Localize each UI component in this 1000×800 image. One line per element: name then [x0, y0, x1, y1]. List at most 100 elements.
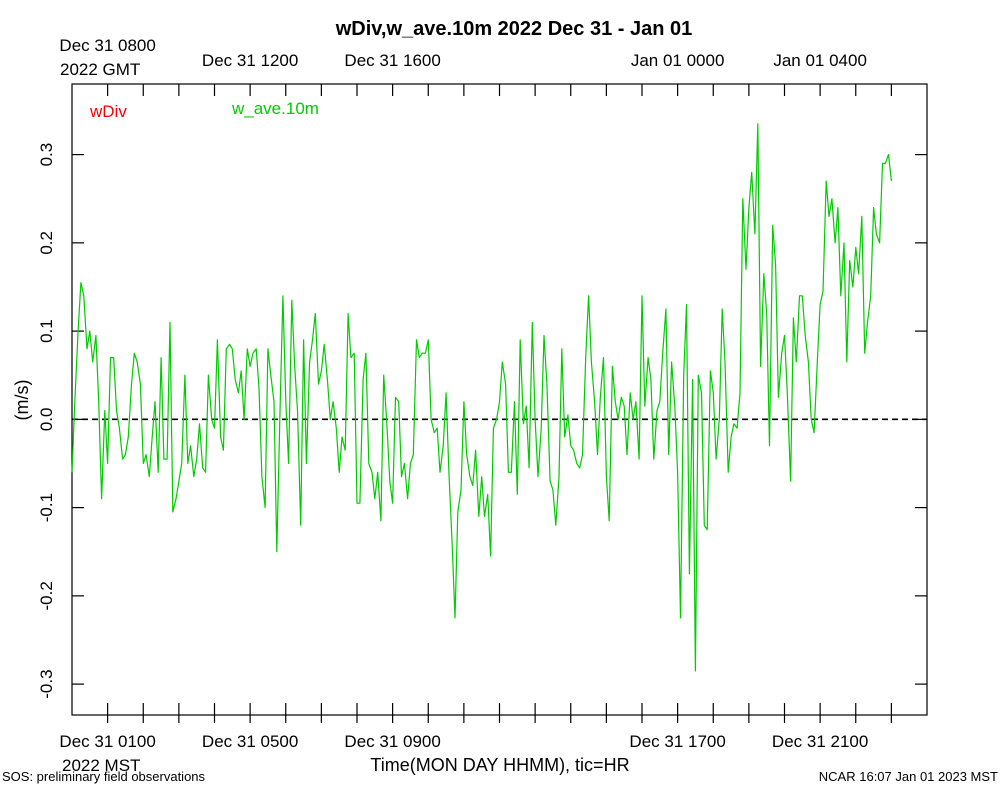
data-point — [846, 361, 847, 362]
data-point — [588, 295, 589, 296]
data-point — [502, 361, 503, 362]
data-point — [140, 384, 141, 385]
x-tick-label-top: Dec 31 1200 — [202, 51, 298, 70]
data-point — [733, 423, 734, 424]
data-point — [650, 379, 651, 380]
data-point — [202, 467, 203, 468]
data-point — [751, 172, 752, 173]
data-point — [345, 450, 346, 451]
data-point — [152, 436, 153, 437]
data-point — [493, 428, 494, 429]
data-point — [211, 419, 212, 420]
data-point — [113, 357, 114, 358]
data-point — [229, 344, 230, 345]
data-point — [537, 476, 538, 477]
data-point — [731, 436, 732, 437]
data-point — [828, 216, 829, 217]
axis-ticks — [72, 84, 927, 723]
data-point — [425, 353, 426, 354]
data-point — [460, 489, 461, 490]
data-point — [214, 428, 215, 429]
data-point — [630, 392, 631, 393]
data-point — [808, 361, 809, 362]
data-point — [163, 459, 164, 460]
data-point — [158, 472, 159, 473]
data-point — [217, 339, 218, 340]
x-tick-label-bottom: Dec 31 0900 — [344, 732, 440, 751]
data-point — [576, 463, 577, 464]
data-point — [356, 503, 357, 504]
data-point — [612, 366, 613, 367]
data-point — [472, 485, 473, 486]
data-point — [419, 357, 420, 358]
data-point — [339, 472, 340, 473]
data-point — [484, 516, 485, 517]
data-point — [514, 401, 515, 402]
data-point — [784, 335, 785, 336]
data-point — [710, 370, 711, 371]
footer-left: SOS: preliminary field observations — [2, 769, 206, 784]
data-point — [781, 353, 782, 354]
data-point — [579, 467, 580, 468]
data-point — [315, 313, 316, 314]
data-point — [573, 450, 574, 451]
data-point — [748, 207, 749, 208]
data-point — [790, 481, 791, 482]
data-point — [348, 313, 349, 314]
data-point — [386, 419, 387, 420]
data-point — [258, 388, 259, 389]
series-line-w-ave-10m — [71, 123, 892, 672]
data-point — [662, 353, 663, 354]
data-point — [107, 463, 108, 464]
data-point — [831, 198, 832, 199]
data-point — [879, 242, 880, 243]
data-point — [80, 282, 81, 283]
data-point — [728, 472, 729, 473]
data-point — [891, 181, 892, 182]
footer-right: NCAR 16:07 Jan 01 2023 MST — [818, 769, 998, 784]
data-point — [835, 242, 836, 243]
data-point — [71, 472, 72, 473]
data-point — [226, 348, 227, 349]
data-point — [172, 511, 173, 512]
y-tick-label: 0.0 — [37, 408, 56, 432]
data-point — [570, 445, 571, 446]
data-point — [363, 379, 364, 380]
data-point — [778, 397, 779, 398]
data-point — [395, 397, 396, 398]
data-point — [383, 375, 384, 376]
data-point — [852, 286, 853, 287]
data-point — [487, 494, 488, 495]
data-point — [300, 525, 301, 526]
data-point — [161, 357, 162, 358]
data-point — [722, 308, 723, 309]
y-axis-label: (m/s) — [12, 380, 32, 421]
x-tick-label-top: Jan 01 0400 — [773, 51, 867, 70]
data-point — [336, 428, 337, 429]
x-tick-label-top: Jan 01 0000 — [631, 51, 725, 70]
data-point — [265, 507, 266, 508]
data-point — [410, 463, 411, 464]
data-point — [858, 273, 859, 274]
data-point — [656, 410, 657, 411]
data-point — [713, 392, 714, 393]
data-point — [223, 450, 224, 451]
data-point — [321, 370, 322, 371]
data-point — [754, 233, 755, 234]
data-point — [585, 357, 586, 358]
data-point — [261, 476, 262, 477]
data-point — [235, 379, 236, 380]
data-point — [724, 361, 725, 362]
data-point — [606, 476, 607, 477]
data-point — [799, 295, 800, 296]
data-point — [543, 335, 544, 336]
data-point — [624, 406, 625, 407]
data-point — [324, 344, 325, 345]
data-point — [546, 384, 547, 385]
data-point — [208, 375, 209, 376]
data-point — [413, 454, 414, 455]
data-point — [532, 322, 533, 323]
data-point — [256, 348, 257, 349]
data-point — [137, 361, 138, 362]
